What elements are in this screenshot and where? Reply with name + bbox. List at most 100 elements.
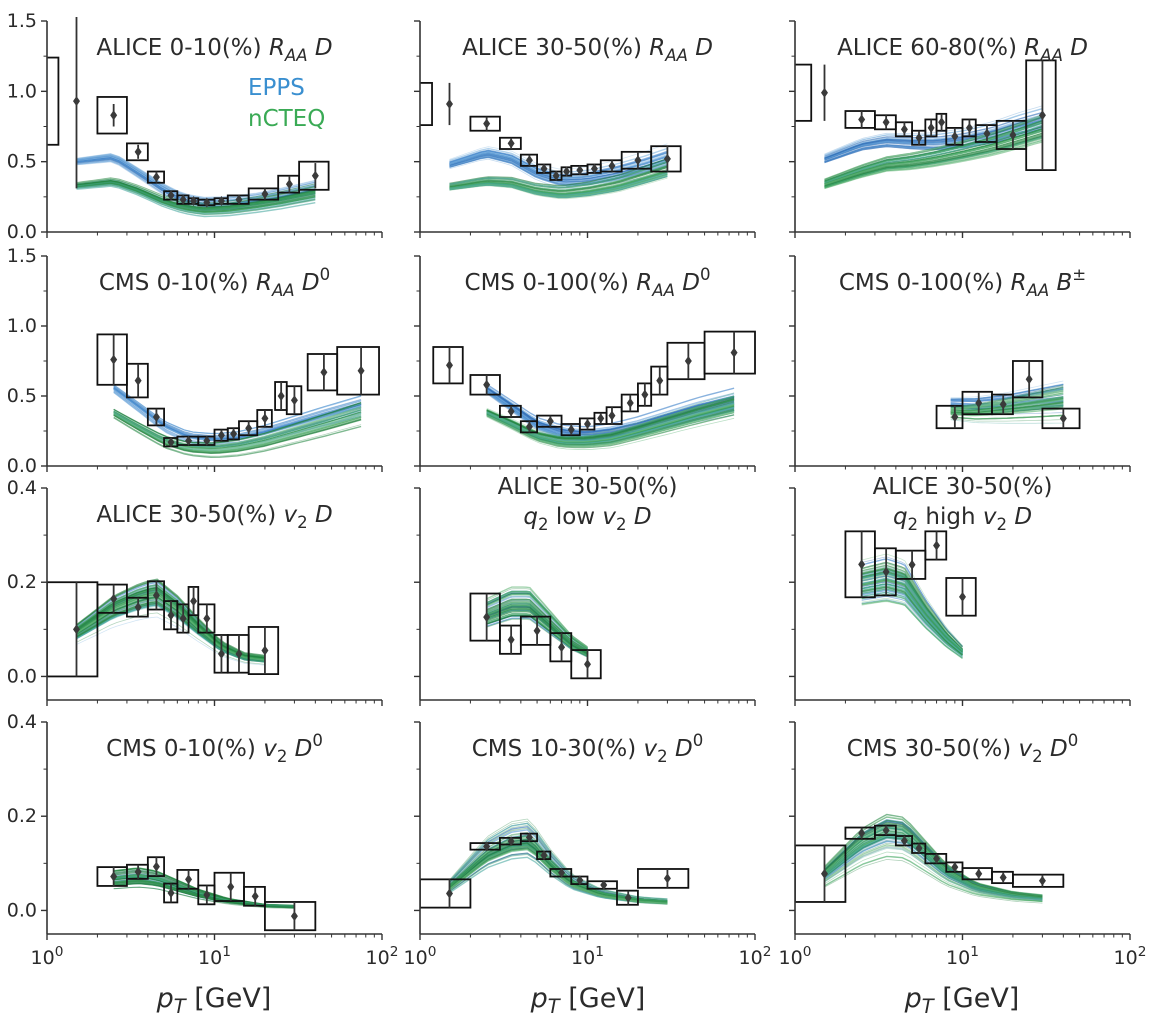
diamond-marker [190,596,198,607]
diamond-marker [134,146,142,157]
band-curve-ncteq [861,601,963,659]
data-point [47,17,80,189]
x-axis-label-col-3: pT​ [GeV] [904,983,1020,1017]
panel-title: ALICE 30-50(%) [873,474,1053,500]
diamond-marker [483,841,491,852]
diamond-marker [820,87,828,98]
data-point [126,362,149,399]
y-tick-label: 0.2 [7,805,37,827]
y-tick-label: 0.5 [7,385,37,407]
data-point [911,842,927,854]
diamond-marker [235,194,243,205]
band-curve-ncteq [76,179,316,207]
measurements [844,530,977,617]
band-curve-ncteq [486,402,735,442]
diamond-marker [134,602,142,613]
band-curve-ncteq [76,181,316,211]
band-curve-ncteq [76,181,316,212]
panel-8-plot-area [469,586,602,680]
sys-error-box [247,187,280,201]
panel-1: 0.0 0.5 1.0 1.5 ALICE 0-10(%) RAA​ D EPPS nCTE… [7,10,383,243]
band-curve-ncteq [861,599,963,659]
data-point [924,118,938,138]
sys-error-box [605,406,623,425]
band-curve-ncteq [76,179,316,208]
sys-error-box [432,346,464,385]
sys-error-box [650,145,682,173]
band-curve-ncteq [449,839,668,903]
diamond-marker [965,122,973,133]
diamond-marker [584,659,591,670]
legend-entry-epps: EPPS [248,75,305,101]
band-curve-ncteq [950,394,1064,411]
panel-2: ALICE 30-50(%) RAA​ D [414,20,756,238]
panel-2-plot-area [420,81,682,200]
band-curve-ncteq [824,132,1043,187]
legend-entry-ncteq: nCTEQ [248,106,325,132]
diamond-marker [217,196,225,207]
sys-error-box [586,880,618,890]
band-curve-ncteq [861,561,964,648]
band-curve-ncteq [113,413,362,453]
data-point [795,63,828,122]
diamond-marker [507,634,515,645]
data-point [96,333,128,386]
diamond-marker [663,873,671,884]
band-curve-ncteq [449,164,668,191]
sys-error-box [469,592,501,642]
diamond-marker [882,117,890,128]
panel-title: ALICE 30-50(%) v2​ D [96,502,332,532]
data-point [924,530,948,561]
band-curve-ncteq [449,166,668,193]
diamond-marker [245,423,253,434]
diamond-marker [203,613,211,624]
band-curve-ncteq [824,855,1043,903]
sys-error-box [420,878,472,909]
diamond-marker [656,375,664,386]
band-curve-ncteq [113,413,362,451]
y-tick-label: 0.4 [7,711,37,733]
panel-4-axes: 0.0 0.5 1.0 1.5 [7,245,383,477]
panel-10-axes: 0.0 0.2 0.4 100​ 101​ 102​ [7,711,399,969]
panel-7: 0.0 0.2 0.4 ALICE 30-50(%) v2​ D [7,477,383,706]
band-curve-ncteq [824,840,1043,901]
panel-3-axes [789,20,1131,238]
model-band-curves [448,818,668,905]
band-curve-ncteq [113,409,362,449]
sys-error-box [298,160,330,191]
diamond-marker [134,866,142,877]
band-curve-ncteq [113,406,362,447]
diamond-marker [915,132,923,143]
band-curve-ncteq [824,844,1043,902]
band-curve-ncteq [449,172,668,196]
sys-error-box [264,901,317,932]
band-curve-ncteq [113,412,362,451]
data-point [991,870,1014,885]
band-curve-ncteq [950,414,1064,420]
band-curve-ncteq [950,390,1064,410]
data-point [549,632,573,663]
band-curve-epps [824,116,1043,159]
diamond-marker [251,891,259,902]
panel-7-plot-area [47,578,280,678]
diamond-marker [1025,374,1033,385]
diamond-marker [185,435,193,446]
diamond-marker [820,868,828,879]
band-curve-ncteq [449,164,668,191]
band-curve-ncteq [76,179,316,209]
band-curve-ncteq [449,845,668,904]
band-curve-ncteq [950,419,1064,424]
x-tick-label: 100​ [31,944,64,969]
band-curve-ncteq [76,182,316,213]
panel-2-axes [414,20,756,238]
data-point [894,835,913,847]
data-point [499,624,522,655]
data-point [336,346,380,396]
data-point [96,96,128,135]
diamond-marker [203,435,211,446]
diamond-marker [167,190,175,201]
sys-error-box [469,115,501,132]
band-curve-ncteq [76,178,316,207]
diamond-marker [525,155,533,166]
data-point [126,596,149,618]
